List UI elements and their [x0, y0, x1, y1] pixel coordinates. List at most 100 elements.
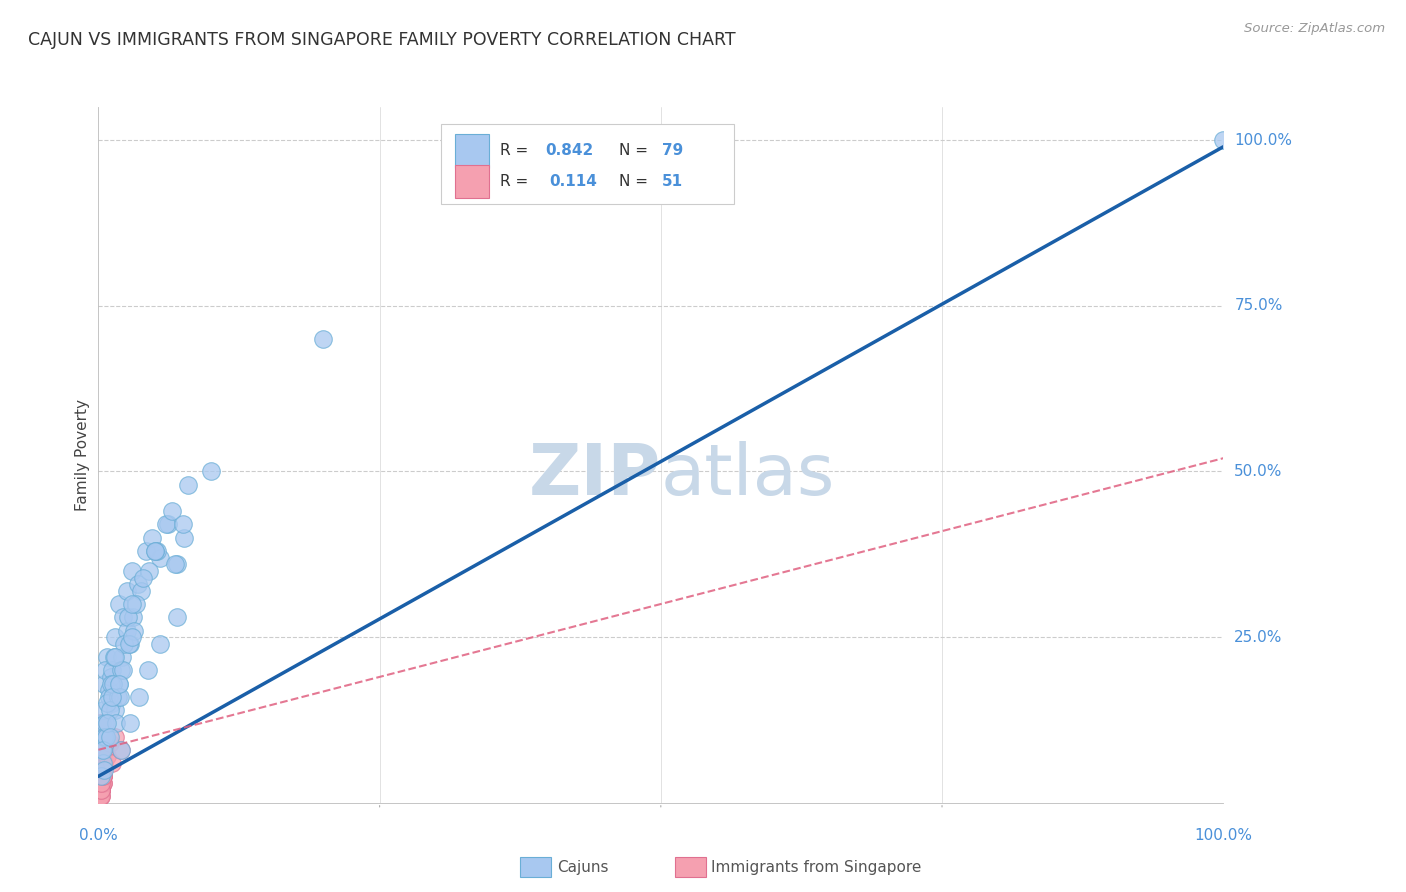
Point — [90, 769, 112, 783]
Point — [91, 743, 114, 757]
Point — [166, 610, 188, 624]
Point — [107, 597, 129, 611]
Text: R =: R = — [501, 174, 538, 189]
Point — [90, 782, 112, 797]
Point — [118, 716, 141, 731]
Point — [90, 776, 112, 790]
Text: 0.0%: 0.0% — [79, 828, 118, 843]
Point — [101, 663, 124, 677]
Point — [90, 782, 112, 797]
Point — [91, 769, 114, 783]
Point — [155, 517, 177, 532]
Point — [98, 703, 121, 717]
Point — [166, 558, 188, 572]
Point — [89, 789, 111, 804]
Text: Immigrants from Singapore: Immigrants from Singapore — [711, 860, 922, 874]
Point — [172, 517, 194, 532]
Point — [108, 690, 131, 704]
Point — [90, 763, 112, 777]
Point — [163, 558, 186, 572]
Point — [135, 544, 157, 558]
Point — [98, 730, 121, 744]
Point — [118, 637, 141, 651]
Point — [89, 763, 111, 777]
Point — [93, 763, 115, 777]
Point — [136, 663, 159, 677]
Point — [96, 650, 118, 665]
Point — [103, 650, 125, 665]
Point — [90, 716, 112, 731]
Text: R =: R = — [501, 144, 533, 159]
Point — [124, 597, 146, 611]
Point — [124, 624, 146, 638]
Point — [160, 504, 183, 518]
Text: atlas: atlas — [661, 442, 835, 510]
Point — [138, 564, 160, 578]
Point — [112, 610, 135, 624]
Point — [104, 650, 127, 665]
Point — [90, 743, 112, 757]
Point — [94, 716, 117, 731]
Point — [107, 676, 129, 690]
Point — [90, 782, 112, 797]
Text: Source: ZipAtlas.com: Source: ZipAtlas.com — [1244, 22, 1385, 36]
Text: 25.0%: 25.0% — [1234, 630, 1282, 645]
Text: 100.0%: 100.0% — [1234, 133, 1292, 148]
Point — [90, 769, 112, 783]
Point — [107, 676, 129, 690]
Point — [93, 676, 115, 690]
Point — [89, 749, 111, 764]
Text: ZIP: ZIP — [529, 442, 661, 510]
Text: 100.0%: 100.0% — [1194, 828, 1253, 843]
Point — [143, 544, 166, 558]
Point — [91, 776, 114, 790]
Bar — [456, 134, 489, 168]
Point — [173, 531, 195, 545]
Text: N =: N = — [619, 144, 652, 159]
Point — [90, 756, 112, 770]
Point — [121, 564, 143, 578]
Point — [89, 716, 111, 731]
Point — [146, 544, 169, 558]
Point — [90, 769, 112, 783]
Point — [89, 782, 111, 797]
Point — [107, 690, 129, 704]
Point — [132, 570, 155, 584]
Point — [90, 763, 112, 777]
Point — [104, 730, 127, 744]
Point — [149, 637, 172, 651]
Point — [104, 703, 127, 717]
Point — [143, 544, 166, 558]
Point — [105, 716, 128, 731]
Point — [118, 637, 141, 651]
Point — [121, 630, 143, 644]
Point — [1212, 133, 1234, 147]
Point — [94, 663, 117, 677]
Point — [115, 624, 138, 638]
Point — [97, 690, 120, 704]
Text: 75.0%: 75.0% — [1234, 298, 1282, 313]
Point — [128, 690, 150, 704]
Point — [111, 650, 134, 665]
Point — [93, 730, 115, 744]
Point — [89, 789, 111, 804]
Point — [89, 782, 111, 797]
Point — [89, 769, 111, 783]
Point — [91, 756, 114, 770]
Point — [101, 690, 124, 704]
Point — [96, 697, 118, 711]
Point — [90, 756, 112, 770]
Point — [90, 776, 112, 790]
Text: CAJUN VS IMMIGRANTS FROM SINGAPORE FAMILY POVERTY CORRELATION CHART: CAJUN VS IMMIGRANTS FROM SINGAPORE FAMIL… — [28, 31, 735, 49]
Text: 0.842: 0.842 — [546, 144, 593, 159]
Point — [90, 789, 112, 804]
Point — [90, 769, 112, 783]
Point — [110, 743, 132, 757]
Point — [90, 776, 112, 790]
Point — [100, 670, 122, 684]
Point — [115, 583, 138, 598]
Text: 50.0%: 50.0% — [1234, 464, 1282, 479]
Point — [149, 550, 172, 565]
Point — [200, 465, 222, 479]
Text: 79: 79 — [662, 144, 683, 159]
